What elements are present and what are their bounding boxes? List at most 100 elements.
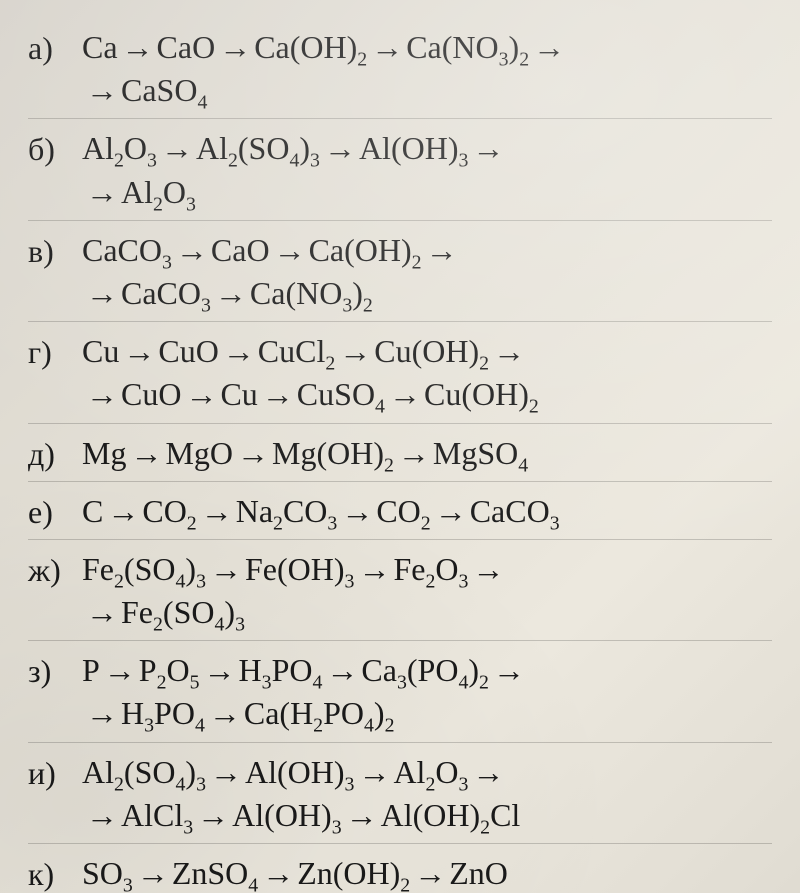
- arrow-icon: →: [82, 692, 121, 735]
- arrow-icon: →: [320, 127, 359, 170]
- arrow-icon: →: [205, 692, 244, 735]
- arrow-icon: →: [337, 490, 376, 533]
- reaction-chain: SO3→ZnSO4→Zn(OH)2→ZnO: [82, 852, 772, 893]
- formula-text: P: [139, 652, 157, 688]
- list-item: з)P→P2O5→H3PO4→Ca3(PO4)2→→H3PO4→Ca(H2PO4…: [28, 641, 772, 742]
- subscript: 3: [332, 816, 342, 838]
- list-item: г)Cu→CuO→CuCl2→Cu(OH)2→→CuO→Cu→CuSO4→Cu(…: [28, 322, 772, 423]
- formula-text: ZnO: [449, 855, 508, 891]
- formula-text: O: [163, 174, 186, 210]
- subscript: 3: [345, 773, 355, 795]
- item-label: в): [28, 229, 82, 271]
- subscript: 3: [458, 150, 468, 172]
- formula-text: Ca(OH): [309, 232, 412, 268]
- chain-line: CaCO3→CaO→Ca(OH)2→: [82, 232, 461, 268]
- formula-text: O: [124, 130, 147, 166]
- subscript: 3: [327, 512, 337, 534]
- chain-line-continuation: →H3PO4→Ca(H2PO4)2: [82, 692, 772, 735]
- formula-text: O: [167, 652, 190, 688]
- arrow-icon: →: [270, 229, 309, 272]
- subscript: 2: [412, 251, 422, 273]
- arrow-icon: →: [211, 272, 250, 315]
- reaction-chain: Cu→CuO→CuCl2→Cu(OH)2→→CuO→Cu→CuSO4→Cu(OH…: [82, 330, 772, 416]
- subscript: 4: [197, 92, 207, 114]
- arrow-icon: →: [468, 127, 507, 170]
- item-label: д): [28, 432, 82, 474]
- subscript: 4: [248, 874, 258, 893]
- arrow-icon: →: [82, 272, 121, 315]
- subscript: 2: [400, 874, 410, 893]
- arrow-icon: →: [394, 432, 433, 475]
- subscript: 3: [499, 48, 509, 70]
- arrow-icon: →: [367, 26, 406, 69]
- formula-text: (SO: [124, 551, 176, 587]
- list-item: б)Al2O3→Al2(SO4)3→Al(OH)3→→Al2O3: [28, 119, 772, 220]
- list-item: к)SO3→ZnSO4→Zn(OH)2→ZnO: [28, 844, 772, 893]
- subscript: 2: [313, 715, 323, 737]
- formula-text: MgSO: [433, 435, 518, 471]
- subscript: 2: [384, 454, 394, 476]
- subscript: 4: [195, 715, 205, 737]
- subscript: 3: [235, 613, 245, 635]
- arrow-icon: →: [529, 26, 568, 69]
- subscript: 2: [519, 48, 529, 70]
- subscript: 4: [175, 773, 185, 795]
- formula-text: Cu: [82, 333, 119, 369]
- chain-line: SO3→ZnSO4→Zn(OH)2→ZnO: [82, 855, 508, 891]
- arrow-icon: →: [82, 373, 121, 416]
- formula-text: Cl: [490, 797, 520, 833]
- chain-line: Mg→MgO→Mg(OH)2→MgSO4: [82, 435, 528, 471]
- formula-text: (SO: [163, 594, 215, 630]
- formula-text: H: [121, 695, 144, 731]
- arrow-icon: →: [200, 649, 239, 692]
- formula-text: Na: [236, 493, 273, 529]
- subscript: 3: [201, 294, 211, 316]
- arrow-icon: →: [468, 751, 507, 794]
- subscript: 3: [144, 715, 154, 737]
- formula-text: CuO: [158, 333, 218, 369]
- reaction-chain: CaCO3→CaO→Ca(OH)2→→CaCO3→Ca(NO3)2: [82, 229, 772, 315]
- formula-text: CO: [142, 493, 186, 529]
- item-label: з): [28, 649, 82, 691]
- subscript: 3: [196, 570, 206, 592]
- formula-text: CuSO: [297, 376, 375, 412]
- item-label: а): [28, 26, 82, 68]
- formula-text: AlCl: [121, 797, 183, 833]
- arrow-icon: →: [354, 751, 393, 794]
- subscript: 3: [147, 150, 157, 172]
- subscript: 3: [458, 570, 468, 592]
- reaction-chain: Fe2(SO4)3→Fe(OH)3→Fe2O3→→Fe2(SO4)3: [82, 548, 772, 634]
- arrow-icon: →: [258, 852, 297, 893]
- subscript: 4: [289, 150, 299, 172]
- arrow-icon: →: [233, 432, 272, 475]
- formula-text: Mg(OH): [272, 435, 384, 471]
- subscript: 2: [153, 193, 163, 215]
- arrow-icon: →: [119, 330, 158, 373]
- formula-text: Fe: [82, 551, 114, 587]
- arrow-icon: →: [322, 649, 361, 692]
- formula-text: ): [185, 551, 196, 587]
- formula-text: Al(OH): [381, 797, 481, 833]
- formula-text: Fe: [121, 594, 153, 630]
- formula-text: CO: [376, 493, 420, 529]
- formula-text: O: [435, 551, 458, 587]
- reaction-chain: C→CO2→Na2CO3→CO2→CaCO3: [82, 490, 772, 533]
- formula-text: C: [82, 493, 103, 529]
- subscript: 2: [114, 570, 124, 592]
- subscript: 3: [310, 150, 320, 172]
- formula-text: ): [185, 754, 196, 790]
- chain-line: C→CO2→Na2CO3→CO2→CaCO3: [82, 493, 560, 529]
- formula-text: (PO: [407, 652, 459, 688]
- formula-text: Ca: [361, 652, 397, 688]
- formula-text: CaSO: [121, 72, 197, 108]
- arrow-icon: →: [82, 171, 121, 214]
- item-label: к): [28, 852, 82, 893]
- formula-text: PO: [154, 695, 195, 731]
- subscript: 4: [458, 672, 468, 694]
- arrow-icon: →: [181, 373, 220, 416]
- subscript: 3: [342, 294, 352, 316]
- formula-text: SO: [82, 855, 123, 891]
- subscript: 2: [357, 48, 367, 70]
- subscript: 2: [273, 512, 283, 534]
- subscript: 2: [480, 816, 490, 838]
